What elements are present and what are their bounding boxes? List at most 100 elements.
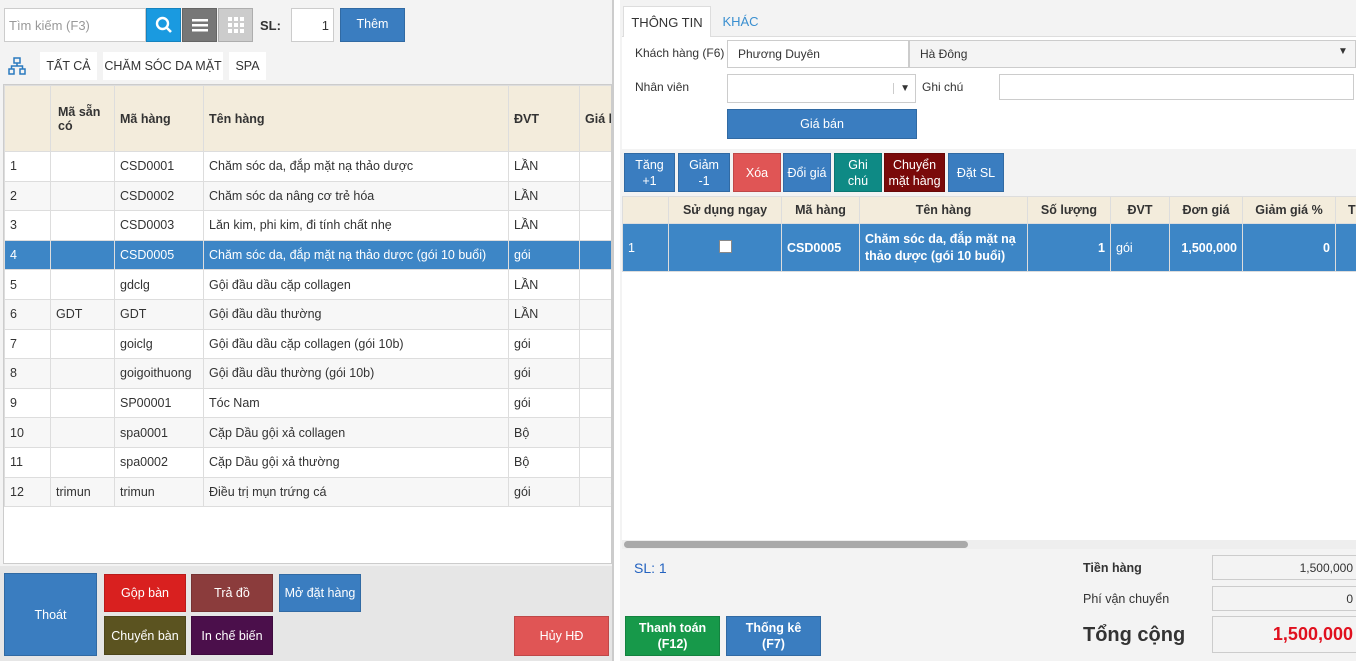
category-tab[interactable]: CHĂM SÓC DA MẶT bbox=[103, 52, 223, 80]
cart-row[interactable]: 1 CSD0005 Chăm sóc da, đắp mặt nạ thảo dượ… bbox=[622, 223, 1356, 272]
product-row[interactable]: 1 CSD0001 Chăm sóc da, đắp mặt nạ thảo dượ… bbox=[4, 151, 611, 182]
shipping-label: Phí vận chuyển bbox=[1083, 592, 1170, 606]
search-button[interactable] bbox=[146, 8, 181, 42]
product-cell: 50,000 bbox=[579, 387, 611, 419]
column-header: Giá bán bbox=[579, 85, 611, 152]
category-tab[interactable]: TẤT CẢ bbox=[40, 52, 97, 80]
action-button[interactable]: In chế biến bbox=[191, 616, 273, 655]
product-cell: CSD0002 bbox=[114, 180, 204, 212]
product-cell: LẦN bbox=[508, 298, 580, 330]
price-button[interactable]: Giá bán bbox=[727, 109, 917, 139]
cart-cell: 0 bbox=[1242, 223, 1336, 272]
scrollbar-thumb[interactable] bbox=[624, 541, 968, 548]
product-cell bbox=[50, 387, 115, 419]
product-cell: 350,000 bbox=[579, 358, 611, 389]
product-cell bbox=[50, 269, 115, 300]
address-input[interactable]: Hà Đông bbox=[909, 40, 1356, 68]
info-tab[interactable]: KHÁC bbox=[722, 13, 759, 29]
pay-button[interactable]: Thanh toán (F12) bbox=[625, 616, 720, 656]
cart-action[interactable]: Xóa bbox=[733, 153, 781, 192]
product-cell: gói bbox=[508, 476, 580, 508]
column-header: ĐVT bbox=[1110, 196, 1170, 224]
product-cell: 5 bbox=[4, 269, 51, 300]
cart-area: Sử dụng ngay Mã hàng Tên hàng Số lượng ĐVT Đơ… bbox=[622, 196, 1356, 549]
product-cell: 1,000,000 bbox=[579, 417, 611, 448]
product-cell bbox=[50, 180, 115, 212]
product-cell: Bộ bbox=[508, 446, 580, 478]
staff-label: Nhân viên bbox=[635, 80, 690, 94]
action-button[interactable]: Mở đặt hàng bbox=[279, 574, 361, 612]
product-cell: Gội đầu dầu cặp collagen bbox=[203, 269, 509, 300]
product-cell: gdclg bbox=[114, 269, 204, 300]
cart-action[interactable]: Giảm -1 bbox=[678, 153, 730, 192]
cart-action[interactable]: Ghi chú bbox=[834, 153, 882, 192]
product-cell: 1,500,000 bbox=[579, 239, 611, 271]
product-cell: gói bbox=[508, 387, 580, 419]
product-cell: SP00001 bbox=[114, 387, 204, 419]
product-cell: LẦN bbox=[508, 269, 580, 300]
product-cell: 2 bbox=[4, 180, 51, 212]
product-row[interactable]: 3 CSD0003 Lăn kim, phi kim, đi tính chất n… bbox=[4, 210, 611, 241]
action-button[interactable]: Hủy HĐ bbox=[514, 616, 609, 656]
product-cell: Lăn kim, phi kim, đi tính chất nhẹ bbox=[203, 210, 509, 241]
product-cell: 3 bbox=[4, 210, 51, 241]
cart-action[interactable]: Đổi giá bbox=[783, 153, 831, 192]
action-button[interactable]: Trả đồ bbox=[191, 574, 273, 612]
product-cell: LẦN bbox=[508, 210, 580, 241]
action-button[interactable]: Gộp bàn bbox=[104, 574, 186, 612]
cart-cell: Chăm sóc da, đắp mặt nạ thảo dược (gói 1… bbox=[859, 223, 1028, 272]
cart-cell: 1 bbox=[1027, 223, 1111, 272]
staff-select[interactable]: ▼ bbox=[727, 74, 916, 103]
product-cell: 9 bbox=[4, 387, 51, 419]
product-cell: Tóc Nam bbox=[203, 387, 509, 419]
column-header: Đơn giá bbox=[1169, 196, 1243, 224]
search-input[interactable]: Tìm kiếm (F3) bbox=[4, 8, 146, 42]
product-row[interactable]: 7 goiclg Gội đầu dầu cặp collagen (gói 10b… bbox=[4, 328, 611, 360]
add-button[interactable]: Thêm bbox=[340, 8, 405, 42]
product-cell bbox=[50, 210, 115, 241]
cart-action[interactable]: Tăng +1 bbox=[624, 153, 675, 192]
product-cell: 300,000 bbox=[579, 446, 611, 478]
product-cell: 11 bbox=[4, 446, 51, 478]
product-cell: CSD0003 bbox=[114, 210, 204, 241]
action-button[interactable]: Thoát bbox=[4, 573, 97, 656]
action-button[interactable]: Chuyển bàn bbox=[104, 616, 186, 655]
product-cell: 600,000 bbox=[579, 328, 611, 360]
product-row[interactable]: 4 CSD0005 Chăm sóc da, đắp mặt nạ thảo dượ… bbox=[4, 239, 611, 271]
checkbox[interactable] bbox=[718, 239, 732, 253]
product-row[interactable]: 8 goigoithuong Gội đầu dầu thường (gói 10b… bbox=[4, 358, 611, 389]
column-header bbox=[4, 85, 51, 152]
list-view-button[interactable] bbox=[182, 8, 217, 42]
subtotal-label: Tiền hàng bbox=[1083, 561, 1142, 575]
cart-action[interactable]: Đặt SL bbox=[948, 153, 1004, 192]
info-tab[interactable]: THÔNG TIN bbox=[623, 6, 711, 37]
pay-button[interactable]: Thống kê (F7) bbox=[726, 616, 821, 656]
column-header: Số lượng bbox=[1027, 196, 1111, 224]
tab-bar bbox=[622, 36, 1356, 37]
product-cell: trimun bbox=[114, 476, 204, 508]
cart-action[interactable]: Chuyển mặt hàng bbox=[884, 153, 945, 192]
category-tab[interactable]: SPA bbox=[229, 52, 266, 80]
qty-input[interactable]: 1 bbox=[291, 8, 334, 42]
shipping-box[interactable]: 0 bbox=[1212, 586, 1356, 611]
product-cell: LẦN bbox=[508, 151, 580, 182]
product-cell: gói bbox=[508, 328, 580, 360]
dropdown-arrow[interactable]: ▼ bbox=[1338, 46, 1348, 57]
grid-view-button[interactable] bbox=[218, 8, 253, 42]
column-header: Tên hàng bbox=[203, 85, 509, 152]
note-input[interactable] bbox=[999, 74, 1354, 100]
tree-icon[interactable] bbox=[8, 57, 26, 75]
customer-input[interactable]: Phương Duyên bbox=[727, 40, 909, 68]
product-cell bbox=[50, 358, 115, 389]
column-header: Tiền giảm bbox=[1335, 196, 1356, 224]
cart-table: Sử dụng ngay Mã hàng Tên hàng Số lượng ĐVT Đơ… bbox=[622, 196, 1356, 272]
